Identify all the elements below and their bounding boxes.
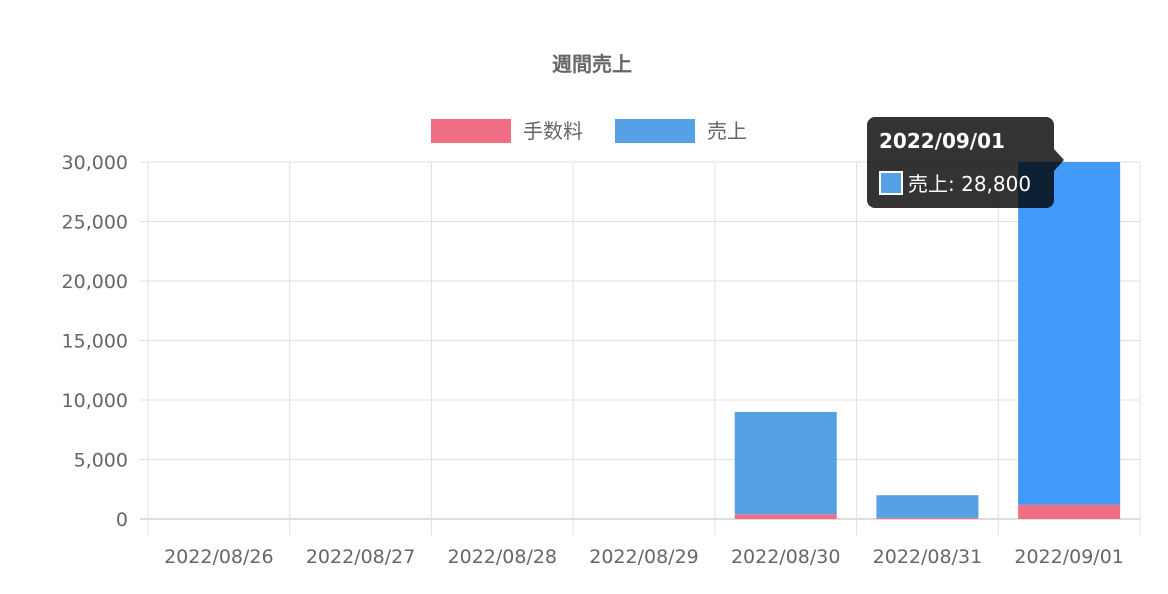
bar-2022/08/31-売上[interactable] bbox=[876, 495, 979, 518]
legend-label-売上[interactable]: 売上 bbox=[707, 119, 747, 143]
x-tick-label: 2022/09/01 bbox=[1014, 546, 1124, 568]
x-tick-label: 2022/08/29 bbox=[589, 546, 699, 568]
y-tick-label: 30,000 bbox=[62, 152, 128, 174]
bar-2022/09/01-手数料[interactable] bbox=[1018, 504, 1121, 519]
bar-2022/08/30-手数料[interactable] bbox=[734, 514, 837, 519]
grid bbox=[140, 161, 1141, 535]
x-tick-label: 2022/08/26 bbox=[164, 546, 274, 568]
y-tick-label: 15,000 bbox=[62, 331, 128, 353]
x-tick-label: 2022/08/30 bbox=[731, 546, 841, 568]
tooltip-title: 2022/09/01 bbox=[879, 129, 1005, 153]
y-tick-label: 25,000 bbox=[62, 212, 128, 234]
legend-swatch-売上 bbox=[615, 119, 695, 143]
bar-2022/08/30-売上[interactable] bbox=[734, 411, 837, 515]
tooltip-swatch bbox=[879, 171, 903, 195]
tooltip: 2022/09/01 売上: 28,800 bbox=[867, 117, 1064, 208]
legend: 手数料 売上 bbox=[431, 119, 747, 143]
y-tick-label: 20,000 bbox=[62, 271, 128, 293]
tooltip-caret bbox=[1054, 149, 1064, 171]
y-tick-label: 5,000 bbox=[74, 450, 128, 472]
legend-label-手数料[interactable]: 手数料 bbox=[523, 119, 583, 143]
chart-title: 週間売上 bbox=[552, 52, 632, 76]
y-tick-label: 10,000 bbox=[62, 390, 128, 412]
legend-swatch-手数料 bbox=[431, 119, 511, 143]
bar-2022/08/31-手数料[interactable] bbox=[876, 517, 979, 519]
x-axis-ticks: 2022/08/26 2022/08/27 2022/08/28 2022/08/29… bbox=[164, 546, 1124, 568]
tooltip-label: 売上: 28,800 bbox=[908, 172, 1031, 196]
bars bbox=[734, 162, 1121, 519]
tooltip-box bbox=[867, 117, 1054, 208]
bar-2022/09/01-売上[interactable] bbox=[1018, 162, 1121, 505]
x-tick-label: 2022/08/31 bbox=[873, 546, 983, 568]
y-tick-label: 0 bbox=[116, 509, 128, 531]
x-tick-label: 2022/08/28 bbox=[448, 546, 558, 568]
x-tick-label: 2022/08/27 bbox=[306, 546, 416, 568]
y-axis-ticks: 30,000 25,000 20,000 15,000 10,000 5,000 0 bbox=[62, 152, 128, 531]
